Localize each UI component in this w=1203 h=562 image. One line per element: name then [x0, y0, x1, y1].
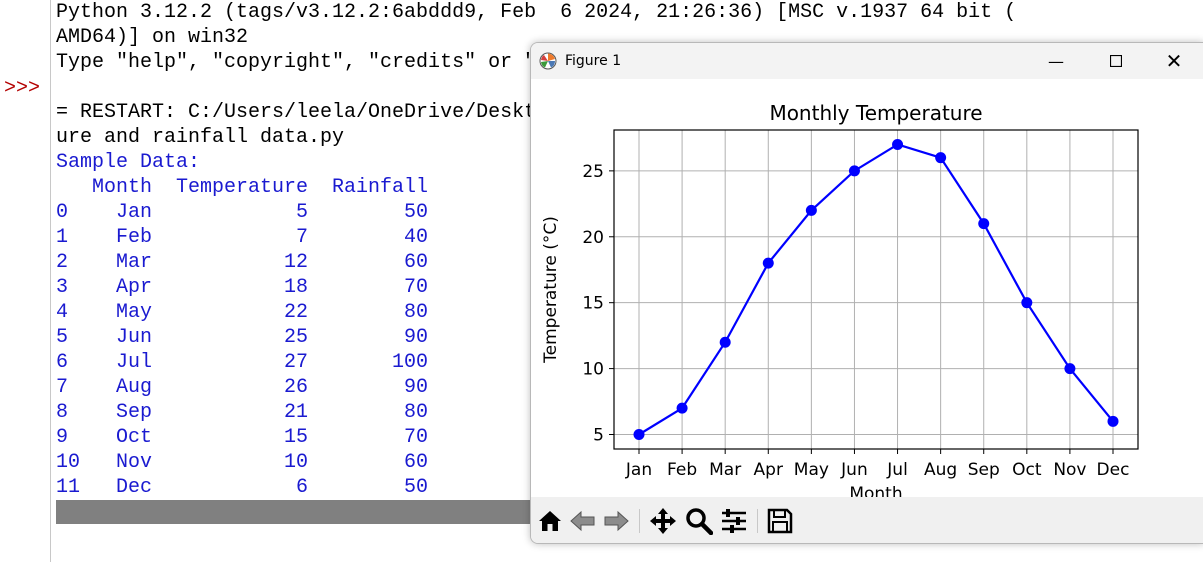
figure-window[interactable]: Figure 1 — ✕ Monthly Temperature 5 10 15 20 2…	[530, 42, 1203, 544]
console-line: 8 Sep 21 80	[56, 401, 429, 424]
console-line: AMD64)] on win32	[56, 26, 249, 49]
save-button[interactable]	[765, 507, 795, 535]
home-icon	[539, 511, 561, 531]
console-line: 9 Oct 15 70	[56, 426, 429, 449]
toolbar-separator	[757, 509, 758, 533]
forward-arrow-icon	[604, 510, 629, 532]
console-line: 11 Dec 6 50	[56, 476, 429, 499]
data-point	[633, 429, 645, 440]
data-point	[805, 204, 817, 216]
console-line: Sample Data:	[56, 151, 201, 174]
line-gutter: >>>	[0, 0, 51, 562]
x-tick-label: Dec	[1097, 460, 1130, 480]
data-point	[892, 139, 904, 150]
toolbar-separator	[639, 509, 640, 533]
zoom-button[interactable]	[684, 507, 714, 535]
zoom-icon	[686, 508, 713, 535]
configure-subplots-icon	[722, 509, 746, 533]
back-arrow-icon	[570, 510, 595, 532]
minimize-icon: —	[1048, 51, 1064, 71]
y-axis-label: Temperature (°C)	[541, 216, 561, 364]
data-point	[1021, 297, 1033, 309]
x-tick-label: May	[794, 460, 829, 480]
console-line: 1 Feb 7 40	[56, 226, 429, 249]
back-button[interactable]	[568, 507, 598, 535]
home-button[interactable]	[535, 507, 565, 535]
data-point	[848, 165, 860, 177]
y-tick-label: 10	[582, 360, 604, 380]
data-point	[1107, 415, 1119, 427]
data-point	[935, 152, 947, 164]
y-tick-label: 25	[582, 162, 604, 182]
console-line: Python 3.12.2 (tags/v3.12.2:6abddd9, Feb…	[56, 1, 1017, 24]
data-point	[978, 218, 990, 230]
x-tick-label: Nov	[1053, 460, 1086, 480]
x-tick-label: Jan	[625, 460, 652, 480]
x-axis-label: Month	[849, 484, 902, 497]
console-line: 2 Mar 12 60	[56, 251, 429, 274]
x-tick-label: Apr	[754, 460, 783, 480]
series-line	[638, 143, 1114, 436]
console-line: 5 Jun 25 90	[56, 326, 429, 349]
shell-prompt: >>>	[4, 77, 41, 100]
close-button[interactable]: ✕	[1145, 43, 1203, 79]
data-point	[762, 257, 774, 269]
chart-title: Monthly Temperature	[769, 101, 982, 125]
plot-frame	[613, 129, 1139, 450]
maximize-button[interactable]	[1087, 43, 1145, 79]
pan-icon	[650, 508, 676, 534]
x-tick-label: Oct	[1012, 460, 1042, 480]
shell-output[interactable]: Python 3.12.2 (tags/v3.12.2:6abddd9, Feb…	[56, 0, 1052, 500]
figure-canvas[interactable]: Monthly Temperature 5 10 15 20 25 Jan Feb Mar Apr…	[531, 79, 1203, 504]
x-tick-label: Jun	[840, 460, 868, 480]
configure-subplots-button[interactable]	[719, 507, 749, 535]
x-tick-label: Aug	[924, 460, 957, 480]
horizontal-scrollbar[interactable]	[56, 500, 530, 524]
forward-button[interactable]	[601, 507, 631, 535]
console-line: 0 Jan 5 50	[56, 201, 429, 224]
y-tick-label: 5	[593, 426, 604, 446]
console-line: ure and rainfall data.py	[56, 126, 345, 149]
x-tick-label: Feb	[667, 460, 697, 480]
navigation-toolbar	[531, 497, 1203, 543]
save-icon	[767, 508, 793, 534]
window-title: Figure 1	[565, 53, 622, 69]
temperature-chart: Monthly Temperature 5 10 15 20 25 Jan Feb Mar Apr…	[541, 101, 1139, 504]
matplotlib-logo-icon	[539, 52, 557, 70]
close-icon: ✕	[1165, 49, 1183, 73]
minimize-button[interactable]: —	[1027, 43, 1085, 79]
y-tick-label: 20	[582, 228, 604, 248]
x-tick-label: Jul	[886, 460, 908, 480]
y-tick-label: 15	[582, 294, 604, 314]
pan-button[interactable]	[648, 507, 678, 535]
maximize-icon	[1110, 55, 1122, 67]
console-line: 4 May 22 80	[56, 301, 429, 324]
console-line: 7 Aug 26 90	[56, 376, 429, 399]
console-line: 10 Nov 10 60	[56, 451, 429, 474]
x-tick-label: Mar	[709, 460, 741, 480]
console-line: 3 Apr 18 70	[56, 276, 429, 299]
data-point	[719, 336, 731, 348]
title-bar[interactable]: Figure 1 — ✕	[531, 43, 1203, 79]
data-point	[1064, 363, 1076, 375]
console-line: 6 Jul 27 100	[56, 351, 429, 374]
console-line: Month Temperature Rainfall	[56, 176, 429, 199]
data-point	[676, 402, 688, 414]
x-tick-label: Sep	[968, 460, 1000, 480]
